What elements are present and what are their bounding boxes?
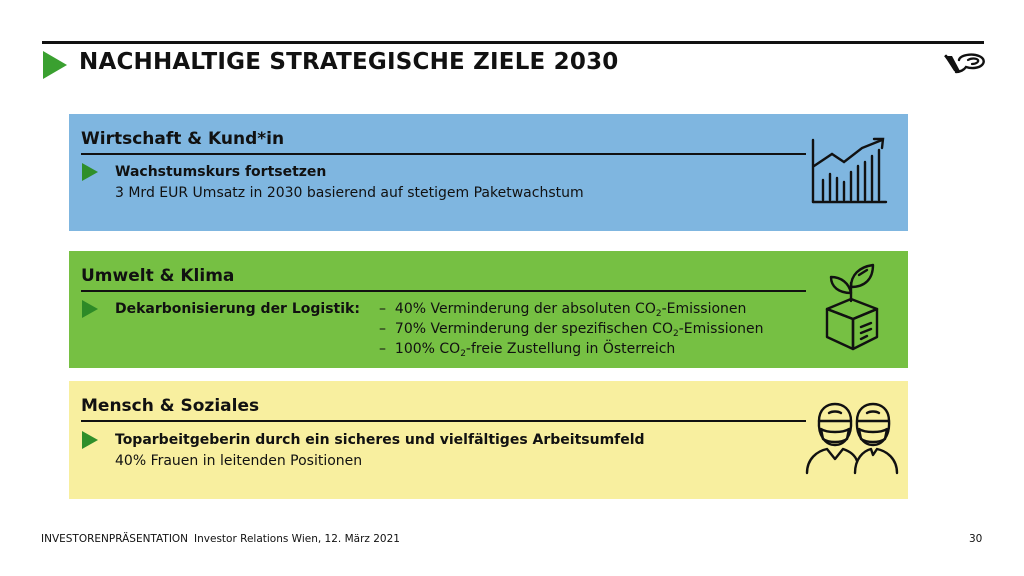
item-subscript: 2 [460, 349, 466, 359]
section-headline: Wachstumskurs fortsetzen [115, 164, 327, 180]
section-economy: Wirtschaft & Kund*in Wachstumskurs forts… [69, 114, 908, 231]
top-divider [42, 41, 984, 44]
item-text: 40% Verminderung der absoluten CO [394, 301, 656, 317]
item-dash: – [379, 321, 386, 337]
section-headline: Dekarbonisierung der Logistik: [115, 301, 360, 317]
bullet-arrow-icon [82, 163, 98, 181]
item-dash: – [379, 341, 386, 357]
section-title: Mensch & Soziales [81, 396, 260, 416]
section-social: Mensch & Soziales Toparbeitgeberin durch… [69, 381, 908, 499]
item-text-end: -freie Zustellung in Österreich [465, 341, 676, 357]
title-arrow-icon [43, 51, 67, 79]
footer-info: INVESTORENPRÄSENTATION Investor Relations… [41, 533, 400, 545]
bullet-arrow-icon [82, 431, 98, 449]
list-item: – 40% Verminderung der absoluten CO2-Emi… [379, 301, 747, 319]
footer-event-info: Investor Relations Wien, 12. März 2021 [194, 533, 400, 545]
item-subscript: 2 [672, 329, 679, 339]
plant-box-icon [825, 263, 879, 351]
section-environment: Umwelt & Klima Dekarbonisierung der Logi… [69, 251, 908, 368]
post-horn-logo-icon [944, 53, 985, 74]
growth-chart-icon [811, 137, 888, 204]
item-text-end: -Emissionen [661, 301, 747, 317]
page-title: NACHHALTIGE STRATEGISCHE ZIELE 2030 [79, 49, 619, 75]
footer-presentation-label: INVESTORENPRÄSENTATION [41, 533, 189, 545]
list-item: – 70% Verminderung der spezifischen CO2-… [379, 321, 764, 339]
section-title: Wirtschaft & Kund*in [81, 129, 285, 149]
section-detail: 3 Mrd EUR Umsatz in 2030 basierend auf s… [115, 185, 584, 201]
page-number: 30 [969, 533, 983, 545]
item-text-end: -Emissionen [678, 321, 764, 337]
item-dash: – [379, 301, 386, 317]
section-title: Umwelt & Klima [81, 266, 235, 286]
item-subscript: 2 [655, 309, 662, 319]
section-headline: Toparbeitgeberin durch ein sicheres und … [115, 432, 645, 448]
list-item: – 100% CO2-freie Zustellung in Österreic… [379, 341, 676, 359]
item-text: 70% Verminderung der spezifischen CO [394, 321, 673, 337]
section-divider [81, 420, 806, 422]
section-detail: 40% Frauen in leitenden Positionen [115, 453, 363, 469]
section-divider [81, 290, 806, 292]
section-divider [81, 153, 806, 155]
bullet-arrow-icon [82, 300, 98, 318]
item-text: 100% CO [394, 341, 461, 357]
masked-workers-icon [805, 402, 899, 475]
